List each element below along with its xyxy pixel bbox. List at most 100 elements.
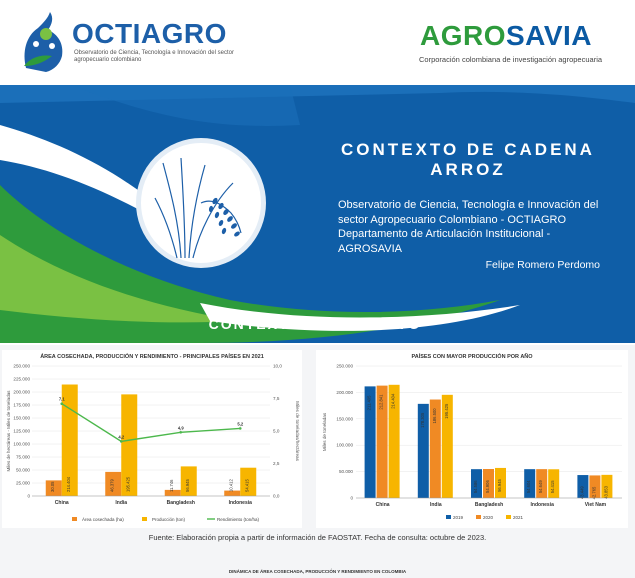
data-label: 46.379 bbox=[109, 479, 114, 492]
legend-label: 2019 bbox=[453, 515, 464, 520]
data-label: 212.841 bbox=[379, 394, 384, 410]
legend-swatch bbox=[72, 517, 77, 521]
page-title: CONTEXTO DE CADENA ARROZ bbox=[318, 140, 618, 180]
octiagro-logo-icon bbox=[24, 12, 63, 72]
data-label: 54.906 bbox=[485, 480, 490, 493]
data-label: 10.412 bbox=[228, 479, 233, 492]
bar bbox=[180, 466, 197, 496]
data-label: 54.415 bbox=[244, 479, 249, 492]
chart2-svg: 0 50.000 100.000 150.000 200.000 250.000 Miles… bbox=[322, 364, 622, 520]
bar bbox=[388, 384, 400, 498]
category-label: China bbox=[55, 500, 69, 506]
y-tick-label: 50.000 bbox=[339, 469, 353, 474]
y-tick-label: 25.000 bbox=[16, 481, 30, 486]
rice-plant-icon bbox=[154, 157, 242, 259]
yield-label: 5,2 bbox=[237, 421, 243, 426]
legend-label: Producción (ton) bbox=[152, 517, 186, 522]
yield-label: 7,1 bbox=[59, 397, 65, 402]
yield-line bbox=[61, 403, 241, 443]
y2-tick-label: 7,5 bbox=[273, 396, 280, 401]
legend-label: Rendimiento (ton/ha) bbox=[217, 517, 260, 522]
category-label: Bangladesh bbox=[167, 500, 195, 506]
y-tick-label: 200.000 bbox=[13, 390, 30, 395]
octiagro-subtitle: Observatorio de Ciencia, Tecnología e In… bbox=[74, 50, 234, 63]
data-label: 214.404 bbox=[66, 476, 71, 492]
data-label: 195.425 bbox=[444, 403, 449, 419]
bar bbox=[524, 469, 536, 498]
y2-axis-label: Miles de toneladas/hectáreas bbox=[295, 401, 300, 461]
bar bbox=[471, 469, 482, 498]
bar bbox=[224, 490, 241, 496]
legend-swatch bbox=[476, 515, 481, 519]
rice-icon-circle bbox=[136, 138, 266, 268]
data-label: 30.05 bbox=[50, 481, 55, 492]
y-tick-label: 250.000 bbox=[13, 364, 30, 369]
yield-label: 4,2 bbox=[118, 434, 124, 439]
agrosavia-subtitle: Corporación colombiana de investigación … bbox=[419, 55, 603, 64]
y-tick-label: 175.000 bbox=[13, 403, 30, 408]
octiagro-name: OCTIAGRO bbox=[72, 18, 227, 49]
yield-label: 4,9 bbox=[178, 425, 184, 430]
bar bbox=[417, 403, 429, 498]
bar bbox=[536, 469, 548, 498]
data-label: 11.746 bbox=[169, 479, 174, 492]
data-label: 178.305 bbox=[420, 412, 425, 428]
y-tick-label: 150.000 bbox=[13, 416, 30, 421]
category-label: Indonesia bbox=[531, 502, 555, 508]
agrosavia-part1: AGRO bbox=[420, 20, 506, 51]
legend-swatch bbox=[142, 517, 147, 521]
data-label: 214.404 bbox=[391, 393, 396, 409]
yield-point bbox=[119, 440, 123, 443]
bar bbox=[240, 467, 257, 496]
bar bbox=[548, 469, 560, 498]
bar bbox=[483, 469, 494, 498]
yield-point bbox=[238, 427, 242, 430]
author: Felipe Romero Perdomo bbox=[485, 259, 600, 271]
agrosavia-part2: SAVIA bbox=[506, 20, 592, 51]
title-line1: CONTEXTO DE CADENA bbox=[341, 140, 595, 159]
bar bbox=[45, 480, 62, 496]
y2-tick-label: 10,0 bbox=[273, 364, 282, 369]
y-tick-label: 50.000 bbox=[16, 468, 30, 473]
agrosavia-logo: AGROSAVIA bbox=[420, 20, 592, 52]
bar bbox=[429, 399, 441, 498]
bar bbox=[364, 386, 376, 498]
chart-top-producers: PAÍSES CON MAYOR PRODUCCIÓN POR AÑO 0 50.… bbox=[316, 350, 628, 528]
y-tick-label: 75.000 bbox=[16, 455, 30, 460]
bar bbox=[105, 471, 122, 496]
y-tick-label: 250.000 bbox=[336, 364, 353, 369]
title-line2: ARROZ bbox=[430, 160, 506, 179]
data-label: 195.425 bbox=[125, 476, 130, 492]
data-label: 42.765 bbox=[591, 486, 596, 499]
legend-label: 2020 bbox=[483, 515, 494, 520]
header: OCTIAGRO Observatorio de Ciencia, Tecnol… bbox=[0, 0, 635, 85]
yield-point bbox=[179, 431, 183, 434]
bar bbox=[495, 467, 506, 498]
category-label: India bbox=[430, 502, 442, 508]
y-tick-label: 125.000 bbox=[13, 429, 30, 434]
footer-caption: DINÁMICA DE ÁREA COSECHADA, PRODUCCIÓN Y… bbox=[228, 569, 407, 574]
banner bbox=[0, 85, 635, 343]
category-label: China bbox=[376, 502, 390, 508]
bar bbox=[121, 394, 138, 496]
data-label: 43.449 bbox=[579, 486, 584, 499]
bar bbox=[376, 385, 388, 498]
y2-tick-label: 5,0 bbox=[273, 429, 280, 434]
data-label: 56.945 bbox=[185, 479, 190, 492]
data-label: 43.853 bbox=[603, 485, 608, 498]
data-label: 211.405 bbox=[367, 395, 372, 410]
y-tick-label: 0 bbox=[27, 494, 30, 499]
data-label: 54.604 bbox=[526, 480, 531, 493]
data-label: 56.945 bbox=[497, 478, 502, 491]
y-tick-label: 200.000 bbox=[336, 390, 353, 395]
data-label: 54.649 bbox=[538, 480, 543, 493]
y-tick-label: 100.000 bbox=[13, 442, 30, 447]
data-label: 186.500 bbox=[432, 408, 437, 424]
banner-decoration bbox=[0, 85, 635, 343]
section-title: CONTEXTO PRODUCTIVO bbox=[208, 316, 422, 332]
bar bbox=[441, 394, 453, 498]
y-axis-label: Miles de toneladas bbox=[322, 412, 327, 451]
bar bbox=[589, 475, 601, 498]
legend-swatch bbox=[446, 515, 451, 519]
chart-area-production-yield: ÁREA COSECHADA, PRODUCCIÓN Y RENDIMIENTO… bbox=[2, 350, 302, 528]
